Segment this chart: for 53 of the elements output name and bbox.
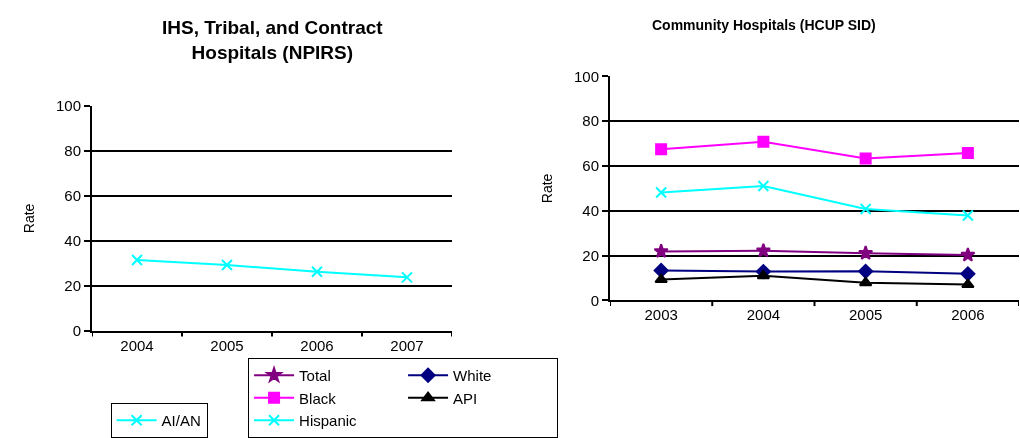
x-tick-label: 2004 [120, 336, 154, 354]
y-tick-label: 100 [573, 67, 599, 85]
x-tick-label: 2004 [746, 306, 781, 324]
point [311, 265, 323, 278]
legend-label: AI/AN [161, 412, 201, 430]
legend-label: White [453, 367, 492, 385]
chart-title: IHS, Tribal, and Contract Hospitals (NPIRS) [162, 17, 384, 63]
y-tick-label: 60 [64, 187, 81, 205]
y-tick-label: 40 [582, 202, 599, 220]
x-tick-label: 2005 [848, 306, 883, 324]
point [859, 203, 872, 216]
x-tick-label: 2007 [390, 336, 424, 354]
y-tick-label: 40 [64, 232, 81, 250]
point [857, 245, 874, 260]
point [756, 269, 771, 280]
point [401, 271, 413, 284]
point [961, 278, 975, 289]
y-axis-title: Rate [21, 203, 38, 234]
point [653, 262, 669, 278]
point [960, 266, 976, 282]
point [655, 186, 668, 199]
y-tick-label: 80 [64, 142, 81, 160]
x-tick-label: 2003 [644, 306, 678, 324]
point [757, 179, 770, 192]
y-tick-label: 20 [582, 246, 599, 264]
point [655, 143, 668, 156]
point [961, 209, 974, 222]
legend-label: Hispanic [299, 412, 358, 430]
y-tick-label: 100 [55, 97, 81, 115]
x-tick-label: 2006 [951, 306, 985, 324]
point [858, 263, 874, 279]
point [131, 254, 143, 267]
y-tick-label: 0 [72, 322, 81, 340]
x-tick-label: 2005 [210, 336, 244, 354]
point [757, 135, 770, 148]
y-axis-title: Rate [539, 173, 556, 204]
y-tick-label: 80 [582, 112, 599, 130]
point [859, 152, 872, 165]
point [961, 146, 974, 159]
point [654, 273, 668, 284]
legend-label: Total [299, 367, 331, 385]
chart-title: Community Hospitals (HCUP SID) [652, 17, 876, 33]
point [221, 258, 233, 271]
point [960, 246, 976, 262]
y-tick-label: 20 [64, 277, 81, 295]
x-tick-label: 2006 [300, 336, 334, 354]
point [858, 276, 873, 287]
y-tick-label: 0 [590, 291, 599, 309]
legend-label: Black [299, 389, 337, 407]
point [653, 243, 669, 259]
y-tick-label: 60 [582, 157, 599, 175]
legend-label: API [453, 389, 478, 407]
point [755, 242, 772, 258]
